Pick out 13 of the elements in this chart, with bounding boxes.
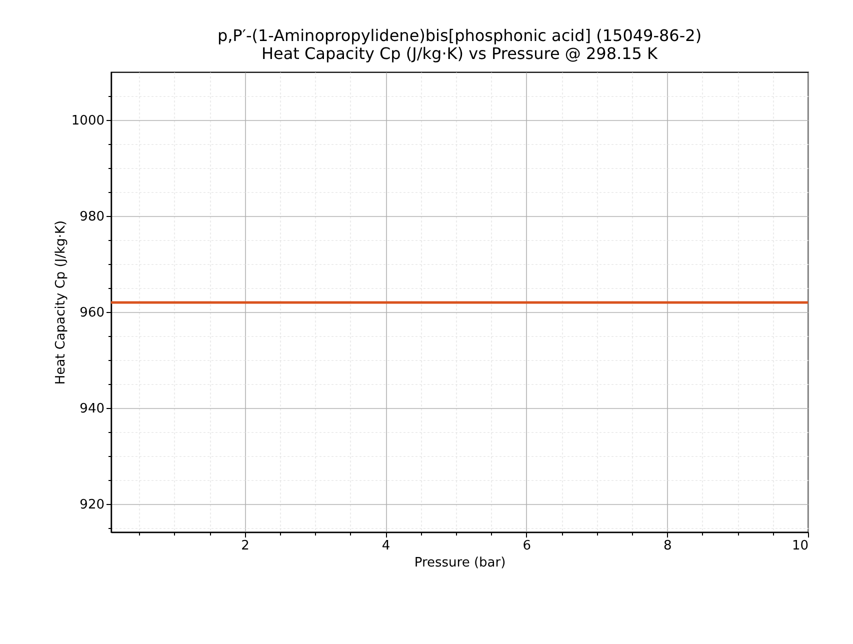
y-axis-title: Heat Capacity Cp (J/kg·K) — [53, 220, 68, 385]
x-tick-label: 2 — [241, 538, 250, 554]
chart-title: p,P′-(1-Aminopropylidene)bis[phosphonic acid] (15049-86-2) Heat Capacity Cp (J/kg·K) vs Pressure @ 298.15 K — [217, 26, 702, 63]
x-tick-label: 6 — [522, 538, 532, 554]
x-axis-title: Pressure (bar) — [414, 556, 506, 570]
x-tick-label: 10 — [792, 538, 808, 554]
x-tick-label: 4 — [382, 538, 390, 554]
y-tick-label: 1000 — [71, 114, 104, 129]
x-tick-label: 8 — [664, 538, 672, 554]
y-tick-label: 940 — [80, 402, 104, 417]
y-tick-label: 960 — [80, 306, 104, 321]
y-tick-label: 980 — [80, 210, 104, 225]
y-tick-label: 920 — [80, 498, 104, 513]
